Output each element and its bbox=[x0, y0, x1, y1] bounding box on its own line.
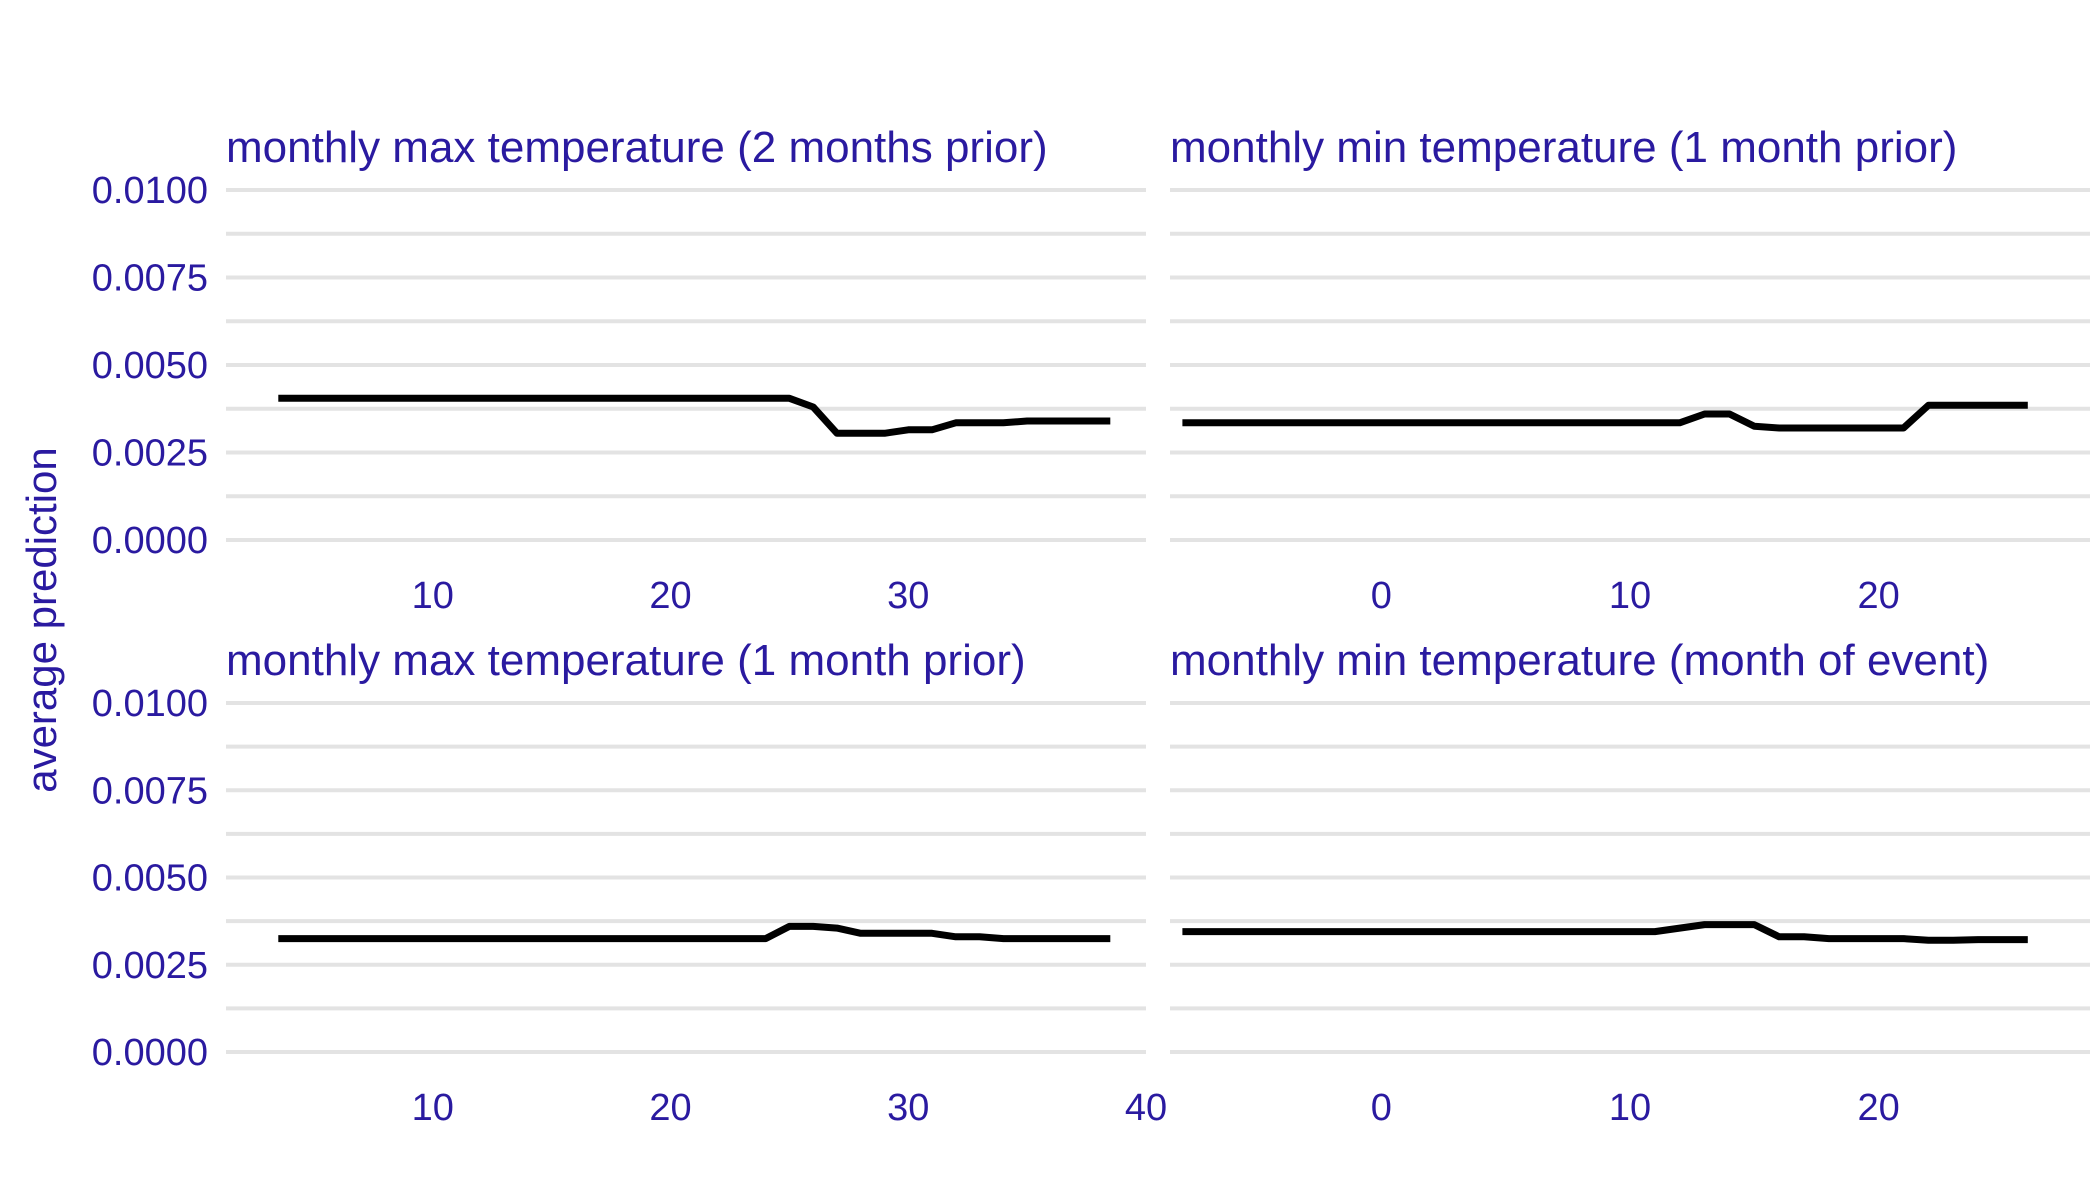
x-tick-label: 20 bbox=[649, 575, 691, 617]
x-tick-label: 0 bbox=[1371, 575, 1392, 617]
y-tick-label: 0.0050 bbox=[92, 345, 208, 387]
x-tick-label: 30 bbox=[887, 1087, 929, 1129]
series-line bbox=[278, 922, 1111, 943]
x-tick-label: 20 bbox=[649, 1087, 691, 1129]
series-line bbox=[1182, 401, 2028, 432]
panel-title: monthly max temperature (2 months prior) bbox=[226, 123, 1048, 172]
series-line bbox=[1182, 921, 2028, 944]
panel-title: monthly max temperature (1 month prior) bbox=[226, 636, 1026, 685]
x-tick-label: 10 bbox=[412, 1087, 454, 1129]
panel-title: monthly min temperature (1 month prior) bbox=[1170, 123, 1957, 172]
x-tick-label: 20 bbox=[1858, 575, 1900, 617]
y-tick-label: 0.0075 bbox=[92, 258, 208, 300]
y-tick-label: 0.0100 bbox=[92, 683, 208, 725]
y-tick-label: 0.0025 bbox=[92, 945, 208, 987]
y-tick-label: 0.0000 bbox=[92, 1032, 208, 1074]
x-tick-label: 0 bbox=[1371, 1087, 1392, 1129]
x-tick-label: 30 bbox=[887, 575, 929, 617]
facet-panel-1: monthly max temperature (2 months prior)… bbox=[92, 123, 1146, 617]
y-tick-label: 0.0100 bbox=[92, 170, 208, 212]
series-line bbox=[278, 394, 1111, 437]
facet-panel-3: monthly max temperature (1 month prior) 0… bbox=[92, 636, 1167, 1129]
facet-panel-4: monthly min temperature (month of event)… bbox=[1170, 636, 2090, 1129]
y-axis-label: average prediction bbox=[18, 447, 65, 793]
y-tick-label: 0.0075 bbox=[92, 770, 208, 812]
y-tick-label: 0.0050 bbox=[92, 858, 208, 900]
y-tick-label: 0.0025 bbox=[92, 433, 208, 475]
x-tick-label: 10 bbox=[1609, 1087, 1651, 1129]
x-tick-label: 10 bbox=[412, 575, 454, 617]
panel-title: monthly min temperature (month of event) bbox=[1170, 636, 1989, 685]
x-tick-label: 10 bbox=[1609, 575, 1651, 617]
y-tick-label: 0.0000 bbox=[92, 520, 208, 562]
x-tick-label: 20 bbox=[1858, 1087, 1900, 1129]
facet-panel-2: monthly min temperature (1 month prior) 0… bbox=[1170, 123, 2090, 617]
x-tick-label: 40 bbox=[1125, 1087, 1167, 1129]
